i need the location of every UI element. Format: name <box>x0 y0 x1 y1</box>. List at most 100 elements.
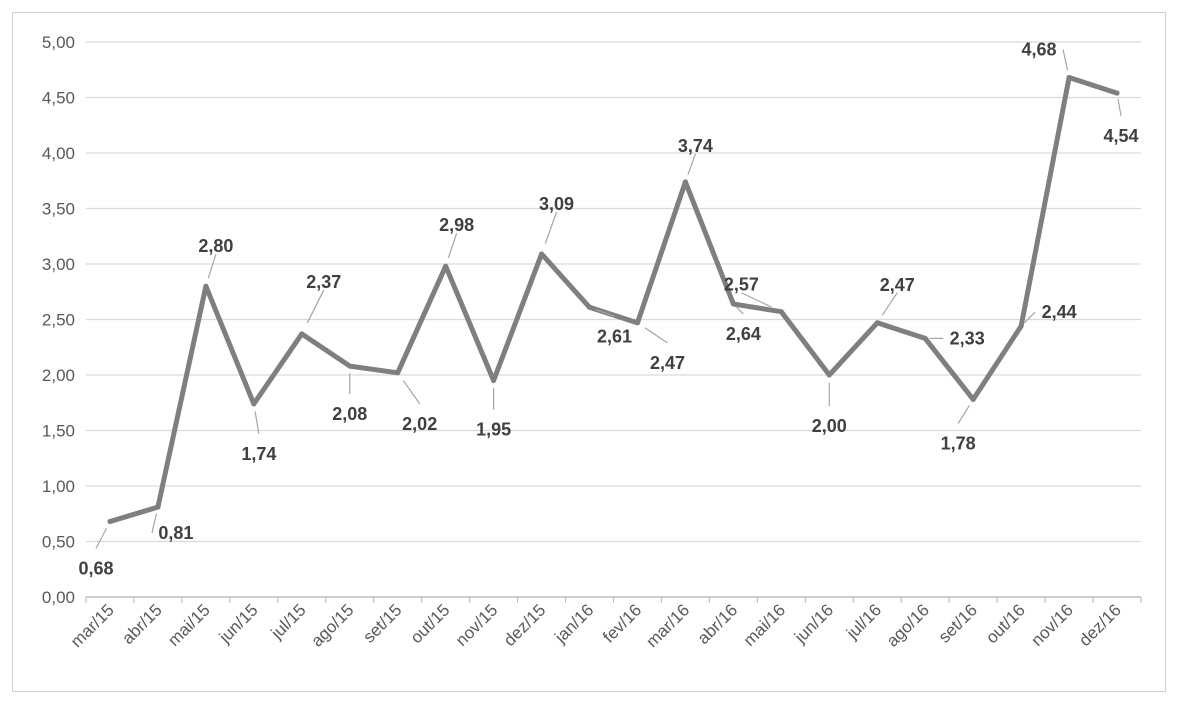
gridlines <box>86 41 1141 543</box>
y-tick-label: 2,50 <box>42 311 75 330</box>
x-tick-label: jun/16 <box>790 600 837 647</box>
data-label: 0,81 <box>158 523 193 543</box>
data-label: 0,68 <box>78 559 113 579</box>
data-label: 4,68 <box>1022 40 1057 60</box>
data-labels: 0,68 0,81 2,80 1,74 2,37 2,08 2,02 2,98 1,95 3,09… <box>78 40 1138 579</box>
x-axis <box>85 596 1142 603</box>
x-tick-label: set/16 <box>935 600 981 646</box>
x-tick-label: mai/16 <box>740 600 790 650</box>
line-chart: 0,00 0,50 1,00 1,50 2,00 2,50 3,00 3,50 4,00 4,50… <box>42 33 1142 651</box>
y-tick-label: 0,50 <box>42 533 75 552</box>
y-tick-label: 4,50 <box>42 89 75 108</box>
y-tick-label: 5,00 <box>42 33 75 52</box>
data-label: 2,98 <box>439 215 474 235</box>
x-tick-label: abr/15 <box>118 600 166 648</box>
data-point <box>1114 90 1120 96</box>
data-label: 2,61 <box>597 326 632 346</box>
data-point <box>107 519 113 525</box>
y-tick-label: 3,50 <box>42 200 75 219</box>
x-tick-label: mai/15 <box>164 600 214 650</box>
data-label: 2,57 <box>724 275 759 295</box>
y-tick-label: 3,00 <box>42 255 75 274</box>
y-tick-label: 0,00 <box>42 588 75 607</box>
data-point <box>443 263 449 269</box>
data-label: 1,74 <box>241 444 276 464</box>
data-label: 2,02 <box>402 414 437 434</box>
x-tick-label: jul/15 <box>267 600 310 643</box>
chart-frame: 0,00 0,50 1,00 1,50 2,00 2,50 3,00 3,50 4,00 4,50… <box>12 12 1166 692</box>
data-point <box>347 363 353 369</box>
y-tick-label: 1,50 <box>42 422 75 441</box>
data-label: 2,08 <box>332 404 367 424</box>
data-point <box>155 504 161 510</box>
data-label: 2,37 <box>306 272 341 292</box>
y-tick-label: 4,00 <box>42 144 75 163</box>
data-label: 3,74 <box>678 136 713 156</box>
data-label-leader <box>957 405 970 424</box>
data-point <box>922 335 928 341</box>
x-tick-label: nov/16 <box>1027 600 1077 650</box>
data-label-leaders <box>95 49 1122 549</box>
x-tick-label: mar/15 <box>67 600 118 651</box>
x-tick-label: dez/16 <box>1075 600 1125 650</box>
data-point <box>1066 75 1072 81</box>
x-tick-label: out/15 <box>407 600 454 647</box>
x-tick-label: mar/16 <box>642 600 693 651</box>
data-point <box>539 251 545 257</box>
data-label: 2,80 <box>198 236 233 256</box>
data-label-leader <box>402 380 421 405</box>
data-label-leader <box>306 289 325 324</box>
data-label-leader <box>544 211 558 244</box>
data-label-leader <box>447 233 458 259</box>
data-label: 1,78 <box>941 433 976 453</box>
data-label: 3,09 <box>539 194 574 214</box>
y-tick-label: 1,00 <box>42 477 75 496</box>
data-label: 2,47 <box>880 275 915 295</box>
data-label: 2,64 <box>726 324 761 344</box>
data-point <box>491 378 497 384</box>
data-point <box>203 283 209 289</box>
x-tick-label: fev/16 <box>599 600 645 646</box>
x-tick-label: set/15 <box>359 600 405 646</box>
data-label-leader <box>595 308 615 317</box>
x-tick-label: ago/16 <box>883 600 933 650</box>
data-point <box>299 331 305 337</box>
x-tick-label: out/16 <box>982 600 1029 647</box>
data-point <box>1018 323 1024 329</box>
data-label: 2,44 <box>1042 302 1077 322</box>
data-label: 2,00 <box>812 416 847 436</box>
series-line-group <box>107 75 1120 525</box>
data-label: 2,47 <box>650 353 685 373</box>
data-label-leader <box>741 292 772 308</box>
x-tick-label: nov/15 <box>452 600 502 650</box>
y-tick-label: 2,00 <box>42 366 75 385</box>
data-point <box>634 320 640 326</box>
data-point <box>682 179 688 185</box>
data-label: 2,33 <box>950 328 985 348</box>
series-line <box>107 75 1120 524</box>
data-label-leader <box>254 411 260 434</box>
data-label-leader <box>1062 49 1069 71</box>
data-label-leader <box>687 153 696 176</box>
x-tick-label: jun/15 <box>215 600 262 647</box>
x-tick-label: jul/16 <box>842 600 885 643</box>
data-label: 1,95 <box>476 420 511 440</box>
data-point <box>730 301 736 307</box>
data-point <box>395 370 401 376</box>
data-point <box>587 304 593 310</box>
data-label-leader <box>207 254 217 279</box>
x-tick-label: ago/15 <box>307 600 357 650</box>
x-tick-label: jan/16 <box>550 600 597 647</box>
data-label-leader <box>1117 98 1122 117</box>
data-point <box>970 396 976 402</box>
data-point <box>874 320 880 326</box>
data-label: 4,54 <box>1103 126 1138 146</box>
data-label-leader <box>95 527 108 549</box>
data-label-leader <box>151 513 158 534</box>
data-label-leader <box>881 292 898 316</box>
data-label-leader <box>1024 311 1036 324</box>
y-axis-tick-labels: 0,00 0,50 1,00 1,50 2,00 2,50 3,00 3,50 4,00 4,50… <box>42 33 75 607</box>
x-tick-label: dez/15 <box>500 600 550 650</box>
data-point <box>778 309 784 315</box>
